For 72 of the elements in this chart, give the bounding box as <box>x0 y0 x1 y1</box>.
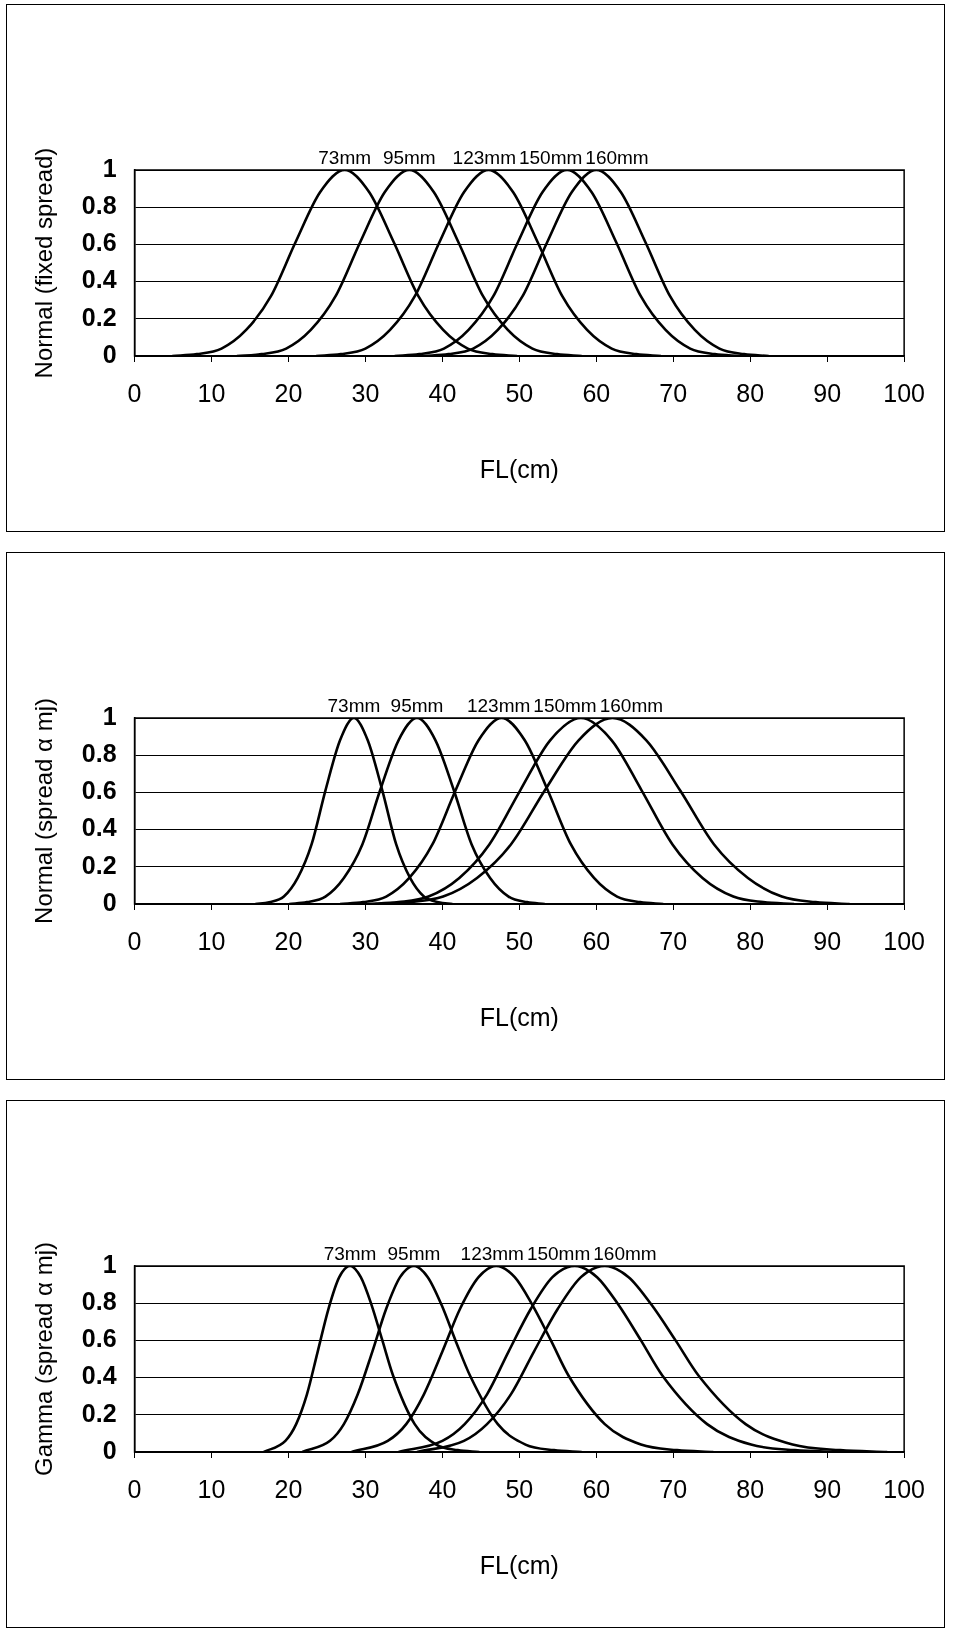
x-tick-label: 70 <box>659 378 688 407</box>
x-tick-label: 70 <box>659 926 688 955</box>
x-tick-label: 30 <box>351 926 380 955</box>
y-tick-label: 0.6 <box>81 228 117 257</box>
series-label: 73mm <box>318 146 372 168</box>
y-tick-label: 0.2 <box>81 850 117 879</box>
x-tick-label: 30 <box>351 378 380 407</box>
x-tick-label: 60 <box>582 926 611 955</box>
y-tick-label: 0 <box>102 1435 117 1464</box>
x-tick-label: 100 <box>883 1474 925 1503</box>
y-tick-label: 1 <box>102 701 117 730</box>
x-tick-label: 80 <box>736 1474 765 1503</box>
y-tick-label: 0.6 <box>81 776 117 805</box>
series-label: 160mm <box>593 1242 657 1264</box>
x-tick-label: 90 <box>813 1474 842 1503</box>
x-tick-label: 20 <box>274 926 303 955</box>
y-tick-label: 0.8 <box>81 1287 117 1316</box>
y-axis-title: Normal (fixed spread) <box>30 147 58 379</box>
x-tick-label: 100 <box>883 926 925 955</box>
x-tick-label: 90 <box>813 378 842 407</box>
y-tick-label: 0.8 <box>81 739 117 768</box>
x-tick-label: 80 <box>736 378 765 407</box>
x-tick-label: 10 <box>197 926 226 955</box>
series-label: 160mm <box>599 694 664 716</box>
series-label: 150mm <box>533 694 597 716</box>
x-tick-label: 50 <box>505 926 534 955</box>
y-tick-label: 0 <box>102 887 117 916</box>
x-tick-label: 20 <box>274 378 303 407</box>
x-tick-label: 80 <box>736 926 765 955</box>
series-label: 123mm <box>452 146 516 168</box>
y-tick-label: 0.4 <box>81 1361 117 1390</box>
series-label: 160mm <box>585 146 649 168</box>
x-axis-title: FL(cm) <box>479 454 559 483</box>
y-tick-label: 0.8 <box>81 191 117 220</box>
x-axis-title: FL(cm) <box>479 1550 559 1579</box>
x-tick-label: 0 <box>127 926 142 955</box>
series-label: 95mm <box>387 1242 441 1264</box>
x-tick-label: 0 <box>127 378 142 407</box>
y-tick-label: 0.2 <box>81 302 117 331</box>
x-tick-label: 70 <box>659 1474 688 1503</box>
x-tick-label: 50 <box>505 1474 534 1503</box>
x-axis-title: FL(cm) <box>479 1002 559 1031</box>
y-tick-label: 1 <box>102 1249 117 1278</box>
series-label: 95mm <box>382 146 436 168</box>
y-tick-label: 0.4 <box>81 265 117 294</box>
x-tick-label: 50 <box>505 378 534 407</box>
series-label: 150mm <box>526 1242 591 1264</box>
y-tick-label: 1 <box>102 153 117 182</box>
y-tick-label: 0 <box>102 339 117 368</box>
series-label: 123mm <box>466 694 531 716</box>
y-tick-label: 0.4 <box>81 813 117 842</box>
x-tick-label: 40 <box>428 1474 457 1503</box>
x-tick-label: 0 <box>127 1474 142 1503</box>
x-tick-label: 10 <box>197 1474 226 1503</box>
x-tick-label: 100 <box>883 378 925 407</box>
series-label: 73mm <box>327 694 381 716</box>
x-tick-label: 60 <box>582 1474 611 1503</box>
x-tick-label: 90 <box>813 926 842 955</box>
series-label: 150mm <box>518 146 583 168</box>
x-tick-label: 60 <box>582 378 611 407</box>
series-label: 95mm <box>390 694 444 716</box>
series-label: 73mm <box>323 1242 377 1264</box>
x-tick-label: 10 <box>197 378 226 407</box>
series-label: 123mm <box>460 1242 524 1264</box>
y-axis-title: Normal (spread α mj) <box>30 698 58 924</box>
x-tick-label: 40 <box>428 378 457 407</box>
y-tick-label: 0.2 <box>81 1398 117 1427</box>
y-tick-label: 0.6 <box>81 1324 117 1353</box>
x-tick-label: 40 <box>428 926 457 955</box>
y-axis-title: Gamma (spread α mj) <box>30 1242 58 1476</box>
x-tick-label: 20 <box>274 1474 303 1503</box>
x-tick-label: 30 <box>351 1474 380 1503</box>
